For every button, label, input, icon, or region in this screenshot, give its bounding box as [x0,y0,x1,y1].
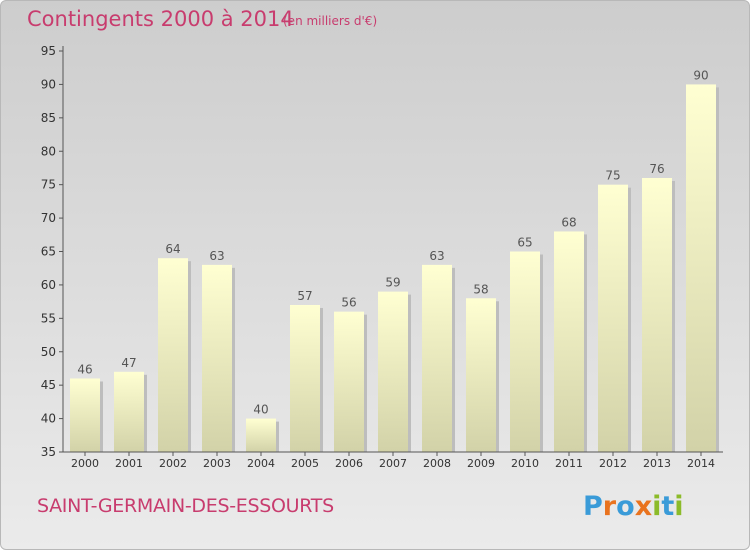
y-tick-label-50: 50 [41,345,56,359]
bar-2004 [246,418,276,452]
bar-2008 [422,264,452,452]
value-label-2005: 57 [297,289,312,303]
bar-2002 [158,258,188,452]
y-tick-label-45: 45 [41,378,56,392]
bar-2014 [686,84,716,453]
y-tick-label-65: 65 [41,245,56,259]
x-tick-label-2004: 2004 [247,457,275,470]
bar-2011 [554,231,584,452]
value-label-2014: 90 [693,68,708,82]
y-tick-label-55: 55 [41,311,56,325]
y-tick-label-75: 75 [41,178,56,192]
y-tick-label-70: 70 [41,211,56,225]
logo-letter: i [652,491,662,522]
y-tick-label-85: 85 [41,111,56,125]
value-label-2002: 64 [165,242,180,256]
bar-2009 [466,298,496,452]
x-tick-label-2013: 2013 [643,457,671,470]
value-label-2009: 58 [473,282,488,296]
x-tick-label-2007: 2007 [379,457,407,470]
labels-group: 46 2000 47 2001 64 2002 63 2003 40 2004 57 2005 56 20… [41,44,715,470]
value-label-2006: 56 [341,296,356,310]
logo-letter: i [674,491,684,522]
bar-2000 [70,378,100,452]
commune-name: SAINT-GERMAIN-DES-ESSOURTS [37,495,334,517]
x-tick-label-2012: 2012 [599,457,627,470]
x-tick-label-2010: 2010 [511,457,539,470]
logo-letter: x [634,491,653,522]
value-label-2001: 47 [121,356,136,370]
y-tick-label-95: 95 [41,44,56,58]
bar-2007 [378,291,408,452]
chart-title: Contingents 2000 à 2014 [27,7,294,31]
bar-2006 [334,311,364,452]
logo-letter: t [661,491,675,522]
logo-letter: r [602,491,617,522]
value-label-2013: 76 [649,162,664,176]
x-tick-label-2014: 2014 [687,457,715,470]
y-tick-label-40: 40 [41,412,56,426]
y-tick-label-60: 60 [41,278,56,292]
logo-letter: P [583,491,603,522]
x-tick-label-2011: 2011 [555,457,583,470]
bar-2010 [510,251,540,452]
bar-2013 [642,177,672,452]
bar-2005 [290,304,320,452]
value-label-2008: 63 [429,249,444,263]
value-label-2010: 65 [517,236,532,250]
x-tick-label-2005: 2005 [291,457,319,470]
logo-letter: o [616,491,635,522]
x-tick-label-2002: 2002 [159,457,187,470]
x-tick-label-2003: 2003 [203,457,231,470]
y-tick-label-80: 80 [41,144,56,158]
value-label-2011: 68 [561,215,576,229]
bar-2003 [202,264,232,452]
value-label-2004: 40 [253,403,268,417]
axes-group [59,46,723,456]
value-label-2007: 59 [385,276,400,290]
x-tick-label-2008: 2008 [423,457,451,470]
value-label-2003: 63 [209,249,224,263]
x-tick-label-2009: 2009 [467,457,495,470]
value-label-2012: 75 [605,169,620,183]
x-tick-label-2000: 2000 [71,457,99,470]
y-tick-label-90: 90 [41,77,56,91]
x-tick-label-2001: 2001 [115,457,143,470]
bar-2012 [598,184,628,452]
x-tick-label-2006: 2006 [335,457,363,470]
y-tick-label-35: 35 [41,445,56,459]
value-label-2000: 46 [77,362,92,376]
chart-subtitle: (en milliers d'€) [283,14,378,28]
bars-group [70,84,719,453]
bar-2001 [114,371,144,452]
proxiti-logo: Proxiti [583,491,684,522]
